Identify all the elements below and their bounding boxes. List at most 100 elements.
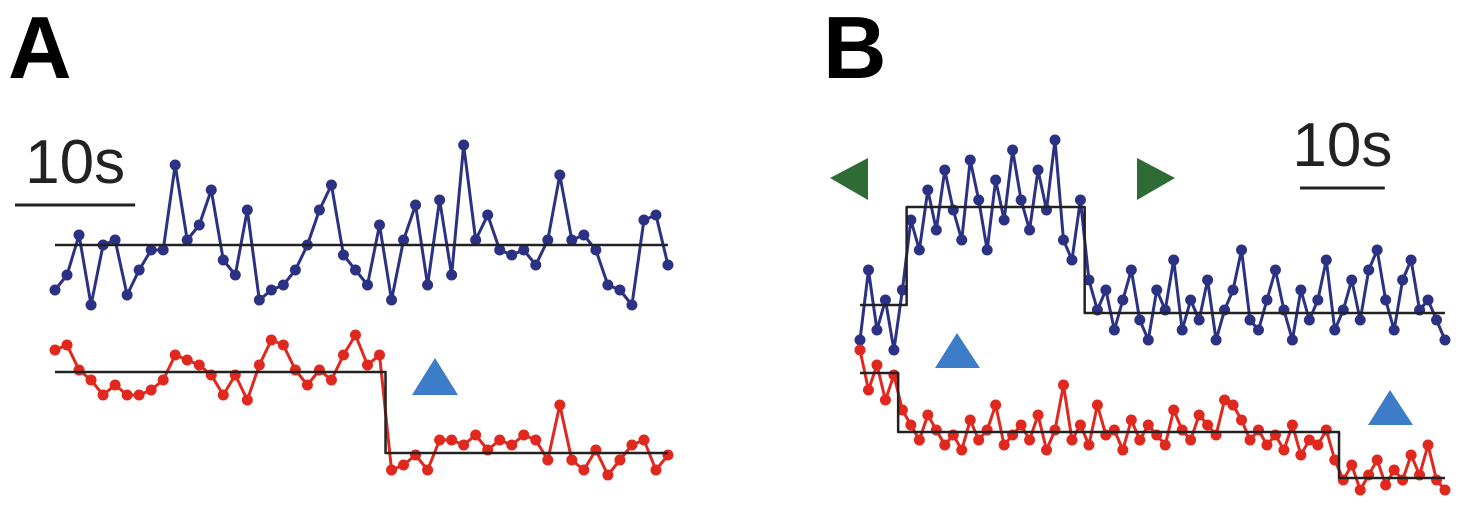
trace-point <box>217 254 229 266</box>
trace-point <box>973 434 985 446</box>
trace-point <box>1100 284 1112 296</box>
trace-point <box>1329 324 1341 336</box>
trace-point <box>133 389 145 401</box>
trace-point <box>905 419 917 431</box>
trace-point <box>662 259 674 271</box>
trace-point <box>446 269 458 281</box>
trace-point <box>1176 424 1188 436</box>
trace-point <box>650 209 662 221</box>
trace-line <box>858 138 1447 352</box>
panel-label: A <box>8 0 72 97</box>
trace-point <box>349 264 361 276</box>
trace-point <box>1269 264 1281 276</box>
scale-bar-label: 10s <box>25 128 125 197</box>
trace-point <box>1015 419 1027 431</box>
trace-point <box>109 234 121 246</box>
trace-point <box>422 464 434 476</box>
trace-point <box>1066 434 1078 446</box>
trace-point <box>181 234 193 246</box>
trace-point <box>1252 424 1264 436</box>
trace-point <box>1066 254 1078 266</box>
trace-point <box>1185 294 1197 306</box>
trace-point <box>1320 254 1332 266</box>
trace-point <box>554 399 566 411</box>
trace-point <box>879 394 891 406</box>
trace-point <box>217 389 229 401</box>
trace-point <box>337 349 349 361</box>
trace-point <box>1295 284 1307 296</box>
trace-point <box>566 234 578 246</box>
blue-arrowhead <box>412 358 458 395</box>
trace-point <box>410 199 422 211</box>
trace-point <box>494 244 506 256</box>
trace-point <box>1439 334 1451 346</box>
trace-point <box>1261 294 1273 306</box>
trace-point <box>930 424 942 436</box>
trace-point <box>313 204 325 216</box>
trace-point <box>896 404 908 416</box>
trace-point <box>1380 294 1392 306</box>
trace-point <box>1057 234 1069 246</box>
trace-point <box>939 164 951 176</box>
trace-point <box>1295 449 1307 461</box>
trace-point <box>956 444 968 456</box>
fit-line <box>55 370 668 455</box>
trace-point <box>1168 254 1180 266</box>
trace-point <box>73 229 85 241</box>
blue-arrowhead <box>935 333 980 368</box>
trace-point <box>871 324 883 336</box>
trace-point <box>862 264 874 276</box>
trace-line <box>54 333 670 477</box>
trace-point <box>1142 419 1154 431</box>
trace-point <box>614 284 626 296</box>
trace-point <box>930 224 942 236</box>
trace-point <box>871 359 883 371</box>
trace-point <box>374 219 386 231</box>
trace-point <box>362 279 373 291</box>
green-arrowhead <box>1137 158 1175 200</box>
trace-point <box>229 269 241 281</box>
trace-point <box>896 284 908 296</box>
trace-point <box>964 154 976 166</box>
trace-point <box>1168 404 1180 416</box>
trace-point <box>1244 434 1256 446</box>
trace-point <box>325 374 337 386</box>
trace-point <box>1431 474 1443 486</box>
trace-point <box>289 264 301 276</box>
trace-point <box>1397 274 1409 286</box>
trace-point <box>458 139 470 151</box>
green-arrowhead <box>830 158 868 200</box>
trace-point <box>626 439 638 451</box>
trace-point <box>398 234 410 246</box>
trace-point <box>1134 314 1146 326</box>
trace-point <box>1236 244 1248 256</box>
trace-point <box>49 284 61 296</box>
trace-point <box>998 439 1010 451</box>
trace-point <box>854 344 866 356</box>
trace-point <box>1024 434 1036 446</box>
trace-point <box>990 399 1002 411</box>
trace-point <box>73 364 85 376</box>
trace-point <box>145 384 157 396</box>
trace-point <box>1371 454 1383 466</box>
trace-point <box>905 214 917 226</box>
trace-point <box>626 299 638 311</box>
trace-point <box>1210 334 1222 346</box>
trace-point <box>1083 439 1095 451</box>
trace-point <box>133 264 145 276</box>
trace-point <box>494 434 506 446</box>
trace-point <box>1185 434 1197 446</box>
trace-point <box>277 339 289 351</box>
trace-point <box>1422 439 1434 451</box>
trace-point <box>1286 419 1298 431</box>
trace-point <box>1346 274 1358 286</box>
trace-point <box>879 294 891 306</box>
trace-point <box>1371 244 1383 256</box>
trace-point <box>862 384 874 396</box>
trace-point <box>1193 314 1205 326</box>
trace-point <box>939 439 951 451</box>
trace-point <box>1405 449 1417 461</box>
trace-point <box>145 244 157 256</box>
trace-point <box>1074 194 1086 206</box>
